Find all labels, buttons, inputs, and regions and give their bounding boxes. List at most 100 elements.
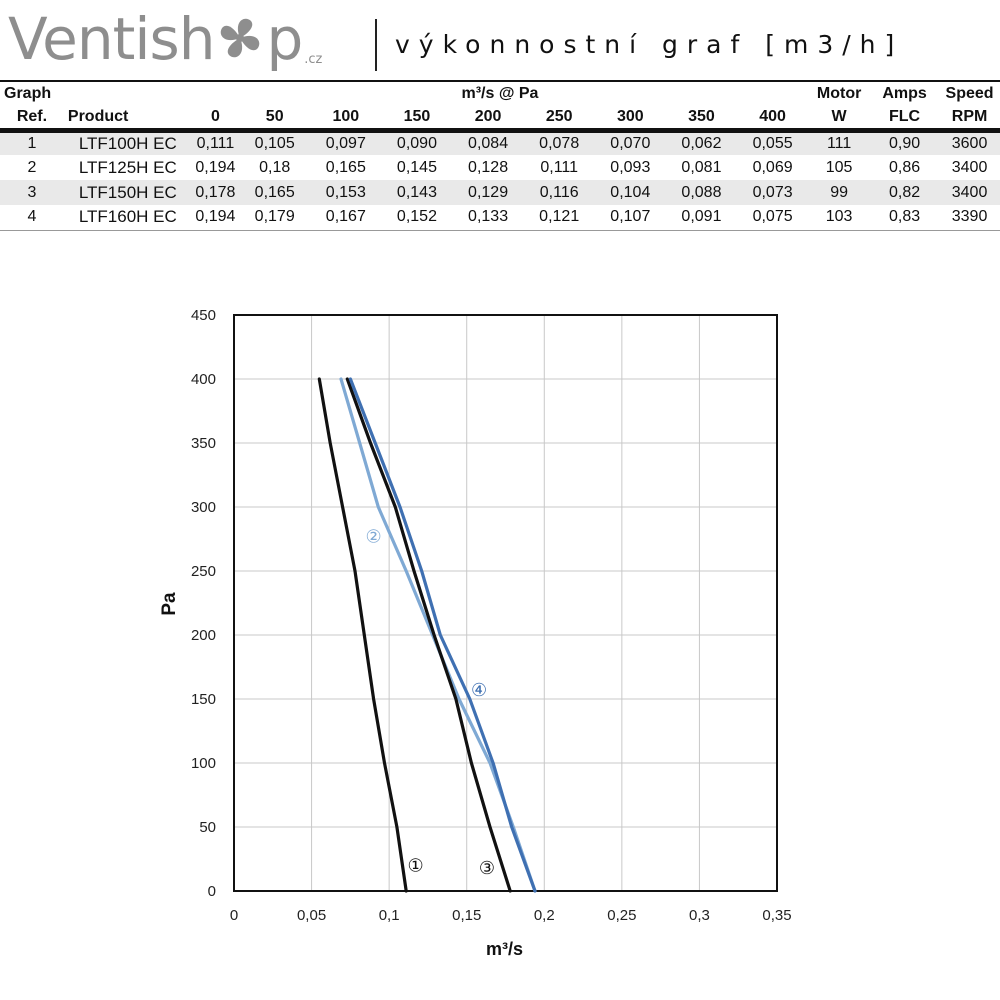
graph-header: Graph bbox=[4, 85, 52, 102]
motor-header: Motor bbox=[816, 85, 862, 102]
table-row: 2 LTF125H EC 0,194 0,18 0,165 0,145 0,128 0,111… bbox=[0, 155, 1000, 180]
brand-logo[interactable]: Ventish p .cz bbox=[8, 4, 322, 95]
flow-cell: 0,18 bbox=[259, 158, 291, 176]
amps-header: Amps bbox=[882, 85, 927, 102]
flow-group-header: m³/s @ Pa bbox=[461, 85, 539, 102]
flow-cell: 0,055 bbox=[752, 134, 793, 152]
flow-cell: 0,145 bbox=[396, 158, 437, 176]
x-tick-label: 0 bbox=[230, 907, 238, 924]
pressure-header: 400 bbox=[759, 107, 786, 125]
y-tick-label: 450 bbox=[191, 307, 216, 324]
motor-unit-header: W bbox=[831, 107, 847, 125]
x-tick-label: 0,3 bbox=[689, 907, 710, 924]
header: Ventish p .cz výkonnostní graf [m3/h] bbox=[0, 0, 1000, 80]
product-cell: LTF100H EC bbox=[78, 133, 177, 153]
amps-unit-header: FLC bbox=[889, 107, 921, 125]
x-tick-label: 0,25 bbox=[607, 907, 636, 924]
flow-cell: 0,152 bbox=[396, 208, 437, 226]
x-axis-label: m³/s bbox=[486, 939, 523, 959]
flow-cell: 0,105 bbox=[254, 134, 295, 152]
series-marker-label: ② bbox=[366, 526, 382, 547]
product-header: Product bbox=[67, 107, 129, 125]
y-tick-label: 400 bbox=[191, 371, 216, 388]
flow-cell: 0,073 bbox=[752, 183, 793, 201]
pressure-header: 0 bbox=[210, 107, 220, 125]
ref-header: Ref. bbox=[16, 107, 48, 125]
pressure-header: 200 bbox=[474, 107, 502, 125]
flow-cell: 0,153 bbox=[325, 183, 366, 201]
flow-cell: 0,093 bbox=[610, 158, 651, 176]
ref-cell: 1 bbox=[27, 134, 37, 152]
speed-cell: 3600 bbox=[951, 134, 988, 152]
fan-icon bbox=[215, 8, 265, 58]
product-cell: LTF150H EC bbox=[78, 182, 177, 202]
amps-cell: 0,83 bbox=[888, 208, 921, 226]
motor-cell: 99 bbox=[830, 183, 848, 201]
y-tick-label: 250 bbox=[191, 563, 216, 580]
flow-cell: 0,128 bbox=[468, 158, 509, 176]
table-body: 1 LTF100H EC 0,111 0,105 0,097 0,090 0,084 0,07… bbox=[0, 130, 1000, 230]
motor-cell: 105 bbox=[825, 158, 853, 176]
series-line bbox=[348, 377, 537, 893]
pressure-header: 350 bbox=[688, 107, 715, 125]
pressure-header: 100 bbox=[332, 107, 360, 125]
flow-cell: 0,179 bbox=[254, 208, 295, 226]
y-tick-label: 300 bbox=[191, 499, 216, 516]
ref-cell: 4 bbox=[27, 208, 37, 226]
logo-tld: .cz bbox=[304, 52, 323, 67]
y-tick-label: 0 bbox=[208, 883, 216, 900]
y-tick-label: 150 bbox=[191, 691, 216, 708]
flow-cell: 0,090 bbox=[396, 134, 437, 152]
plot-frame bbox=[233, 314, 778, 892]
flow-cell: 0,133 bbox=[468, 208, 509, 226]
table-header-row-1: Graph m³/s @ Pa Motor Amps Speed bbox=[0, 81, 1000, 106]
motor-cell: 111 bbox=[826, 134, 852, 152]
header-divider bbox=[375, 19, 377, 71]
flow-cell: 0,107 bbox=[610, 208, 651, 226]
pressure-header: 50 bbox=[265, 107, 284, 125]
x-tick-label: 0,15 bbox=[452, 907, 481, 924]
pressure-header: 250 bbox=[545, 107, 573, 125]
amps-cell: 0,86 bbox=[888, 158, 921, 176]
flow-cell: 0,121 bbox=[539, 208, 580, 226]
amps-cell: 0,90 bbox=[888, 134, 921, 152]
x-tick-label: 0,05 bbox=[297, 907, 326, 924]
table-row: 1 LTF100H EC 0,111 0,105 0,097 0,090 0,084 0,07… bbox=[0, 130, 1000, 155]
flow-cell: 0,104 bbox=[610, 183, 651, 201]
y-tick-label: 350 bbox=[191, 435, 216, 452]
flow-cell: 0,088 bbox=[681, 183, 722, 201]
performance-table: Graph m³/s @ Pa Motor Amps Speed Ref. Pr… bbox=[0, 80, 1000, 231]
motor-cell: 103 bbox=[825, 208, 853, 226]
y-tick-label: 200 bbox=[191, 627, 216, 644]
amps-cell: 0,82 bbox=[888, 183, 921, 201]
y-tick-label: 50 bbox=[199, 819, 216, 836]
pressure-header: 300 bbox=[616, 107, 644, 125]
flow-cell: 0,165 bbox=[254, 183, 295, 201]
pressure-header: 150 bbox=[403, 107, 431, 125]
flow-cell: 0,111 bbox=[540, 158, 579, 176]
flow-cell: 0,070 bbox=[610, 134, 651, 152]
x-tick-label: 0,35 bbox=[762, 907, 791, 924]
flow-cell: 0,075 bbox=[752, 208, 793, 226]
flow-cell: 0,084 bbox=[468, 134, 509, 152]
flow-cell: 0,091 bbox=[681, 208, 722, 226]
series-marker-label: ③ bbox=[479, 858, 495, 879]
x-tick-label: 0,1 bbox=[379, 907, 400, 924]
series-line bbox=[317, 377, 408, 893]
ref-cell: 3 bbox=[27, 183, 37, 201]
flow-cell: 0,111 bbox=[196, 134, 235, 152]
logo-text-prefix: Ventish bbox=[8, 5, 215, 73]
flow-cell: 0,178 bbox=[195, 183, 236, 201]
flow-cell: 0,129 bbox=[468, 183, 509, 201]
series-marker-label: ① bbox=[407, 855, 423, 876]
speed-cell: 3390 bbox=[951, 208, 988, 226]
table-header-row-2: Ref. Product 0 50 100 150 200 250 300 35… bbox=[0, 106, 1000, 130]
speed-cell: 3400 bbox=[951, 158, 988, 176]
flow-cell: 0,194 bbox=[195, 208, 236, 226]
y-tick-label: 100 bbox=[191, 755, 216, 772]
flow-cell: 0,069 bbox=[752, 158, 793, 176]
logo-text-suffix: p bbox=[266, 5, 303, 73]
flow-cell: 0,097 bbox=[325, 134, 366, 152]
flow-cell: 0,062 bbox=[681, 134, 722, 152]
